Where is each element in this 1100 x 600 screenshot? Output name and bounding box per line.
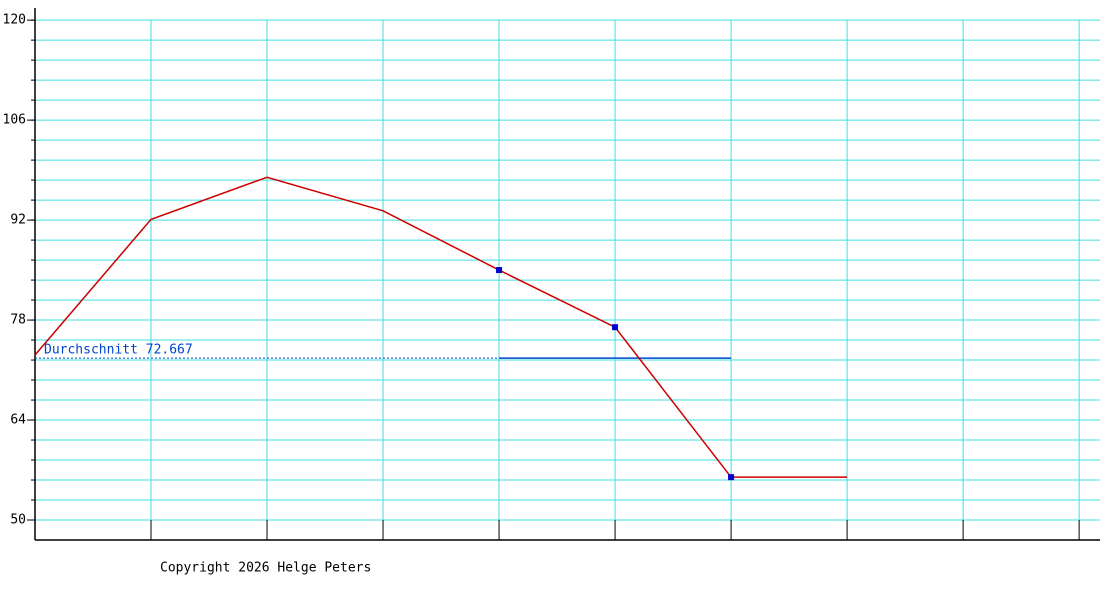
y-tick-label: 120 (3, 13, 26, 28)
y-tick-label: 64 (10, 413, 26, 428)
y-tick-label: 78 (10, 313, 26, 328)
average-label: Durchschnitt 72.667 (44, 343, 193, 358)
point-marker (728, 474, 735, 481)
y-tick-label: 92 (10, 213, 26, 228)
footer: Copyright 2026 Helge Peters (160, 561, 371, 576)
point-marker (612, 324, 619, 331)
y-tick-label: 106 (3, 113, 26, 128)
point-marker (496, 267, 503, 274)
data-line (34, 176, 848, 478)
y-tick-label: 50 (10, 513, 26, 528)
